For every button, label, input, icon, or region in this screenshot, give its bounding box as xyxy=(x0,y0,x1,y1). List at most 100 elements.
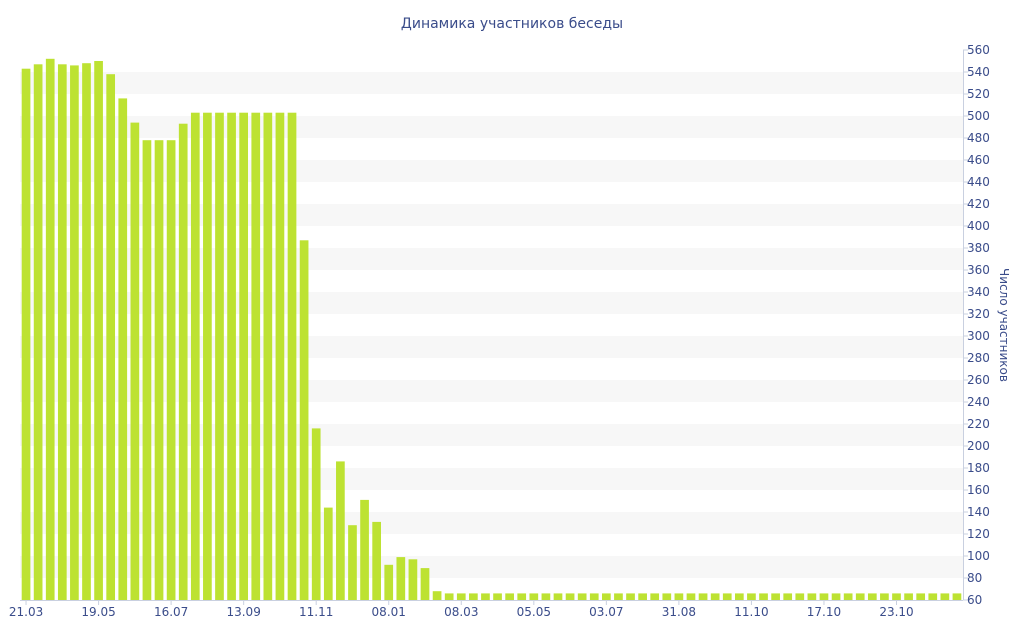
bar[interactable] xyxy=(45,58,55,601)
bar[interactable] xyxy=(469,593,478,600)
bar[interactable] xyxy=(275,112,285,600)
bar[interactable] xyxy=(650,593,660,600)
bar[interactable] xyxy=(154,140,164,600)
bar[interactable] xyxy=(166,140,176,600)
bar[interactable] xyxy=(33,64,43,601)
bar[interactable] xyxy=(130,122,140,600)
bar[interactable] xyxy=(952,593,962,600)
bar[interactable] xyxy=(734,593,744,600)
y-tick-label: 240 xyxy=(967,395,990,409)
grid-band xyxy=(20,72,963,94)
bar[interactable] xyxy=(843,593,853,600)
bar[interactable] xyxy=(372,521,381,600)
bar[interactable] xyxy=(722,593,732,600)
bar[interactable] xyxy=(662,593,672,600)
bar[interactable] xyxy=(783,593,793,600)
bar[interactable] xyxy=(384,564,394,600)
y-tick-label: 180 xyxy=(967,461,990,475)
bar[interactable] xyxy=(529,593,539,600)
bar[interactable] xyxy=(674,593,684,600)
y-tick-label: 160 xyxy=(967,483,990,497)
bar[interactable] xyxy=(795,593,805,600)
y-tick-label: 260 xyxy=(967,373,990,387)
bar[interactable] xyxy=(710,593,720,600)
y-tick-label: 360 xyxy=(967,263,990,277)
bar[interactable] xyxy=(57,64,67,601)
bar[interactable] xyxy=(553,593,563,600)
bar[interactable] xyxy=(589,593,599,600)
bar[interactable] xyxy=(505,593,514,600)
y-axis-label: Число участников xyxy=(997,268,1011,382)
y-tick-label: 540 xyxy=(967,65,990,79)
bar[interactable] xyxy=(602,593,611,600)
bar[interactable] xyxy=(855,593,865,600)
bar[interactable] xyxy=(142,140,152,600)
x-tick-label: 19.05 xyxy=(81,605,115,619)
bar[interactable] xyxy=(626,593,635,600)
bar[interactable] xyxy=(263,112,273,600)
bar[interactable] xyxy=(807,593,817,600)
y-tick-label: 220 xyxy=(967,417,990,431)
x-tick-label: 11.10 xyxy=(734,605,768,619)
bar[interactable] xyxy=(565,593,575,600)
x-tick-label: 11.11 xyxy=(299,605,333,619)
bar[interactable] xyxy=(577,593,587,600)
bar[interactable] xyxy=(190,112,200,600)
bar[interactable] xyxy=(178,123,188,600)
bar[interactable] xyxy=(396,557,406,600)
bar[interactable] xyxy=(517,593,527,600)
bar[interactable] xyxy=(686,593,696,600)
bar[interactable] xyxy=(481,593,490,600)
y-tick-label: 100 xyxy=(967,549,990,563)
bar[interactable] xyxy=(456,593,466,600)
x-tick-label: 08.01 xyxy=(372,605,406,619)
bar[interactable] xyxy=(348,525,357,600)
bar[interactable] xyxy=(928,593,938,600)
bar[interactable] xyxy=(541,593,551,600)
bar[interactable] xyxy=(323,507,333,600)
bar[interactable] xyxy=(831,593,841,600)
y-tick-label: 280 xyxy=(967,351,990,365)
bar[interactable] xyxy=(904,593,913,600)
bar[interactable] xyxy=(420,568,430,600)
bar[interactable] xyxy=(867,593,877,600)
bar[interactable] xyxy=(444,593,454,600)
bar[interactable] xyxy=(299,240,309,601)
bar[interactable] xyxy=(94,61,103,600)
bar[interactable] xyxy=(360,499,369,600)
bar[interactable] xyxy=(759,593,768,600)
y-tick-label: 500 xyxy=(967,109,990,123)
bar[interactable] xyxy=(614,593,623,600)
y-tick-label: 60 xyxy=(967,593,982,607)
bar[interactable] xyxy=(82,63,91,600)
bar[interactable] xyxy=(227,112,236,600)
bar[interactable] xyxy=(287,112,297,600)
bar[interactable] xyxy=(747,593,756,600)
bar[interactable] xyxy=(819,593,829,600)
bar[interactable] xyxy=(940,593,950,600)
bar[interactable] xyxy=(880,593,889,600)
bar[interactable] xyxy=(106,74,116,600)
y-tick-label: 520 xyxy=(967,87,990,101)
bar[interactable] xyxy=(118,98,128,601)
bar[interactable] xyxy=(408,559,418,600)
bar[interactable] xyxy=(336,461,345,600)
bar[interactable] xyxy=(215,112,224,600)
bar[interactable] xyxy=(771,593,780,600)
bar[interactable] xyxy=(239,112,249,600)
y-tick-label: 380 xyxy=(967,241,990,255)
bar[interactable] xyxy=(698,593,708,600)
bar[interactable] xyxy=(203,112,212,600)
bar[interactable] xyxy=(21,68,31,600)
bar[interactable] xyxy=(251,112,261,600)
bar[interactable] xyxy=(892,593,901,600)
bar[interactable] xyxy=(311,428,321,600)
bar[interactable] xyxy=(916,593,926,600)
bar[interactable] xyxy=(70,65,79,600)
bar[interactable] xyxy=(432,591,442,600)
bar[interactable] xyxy=(638,593,647,600)
bar[interactable] xyxy=(493,593,502,600)
bars-group xyxy=(21,58,962,601)
